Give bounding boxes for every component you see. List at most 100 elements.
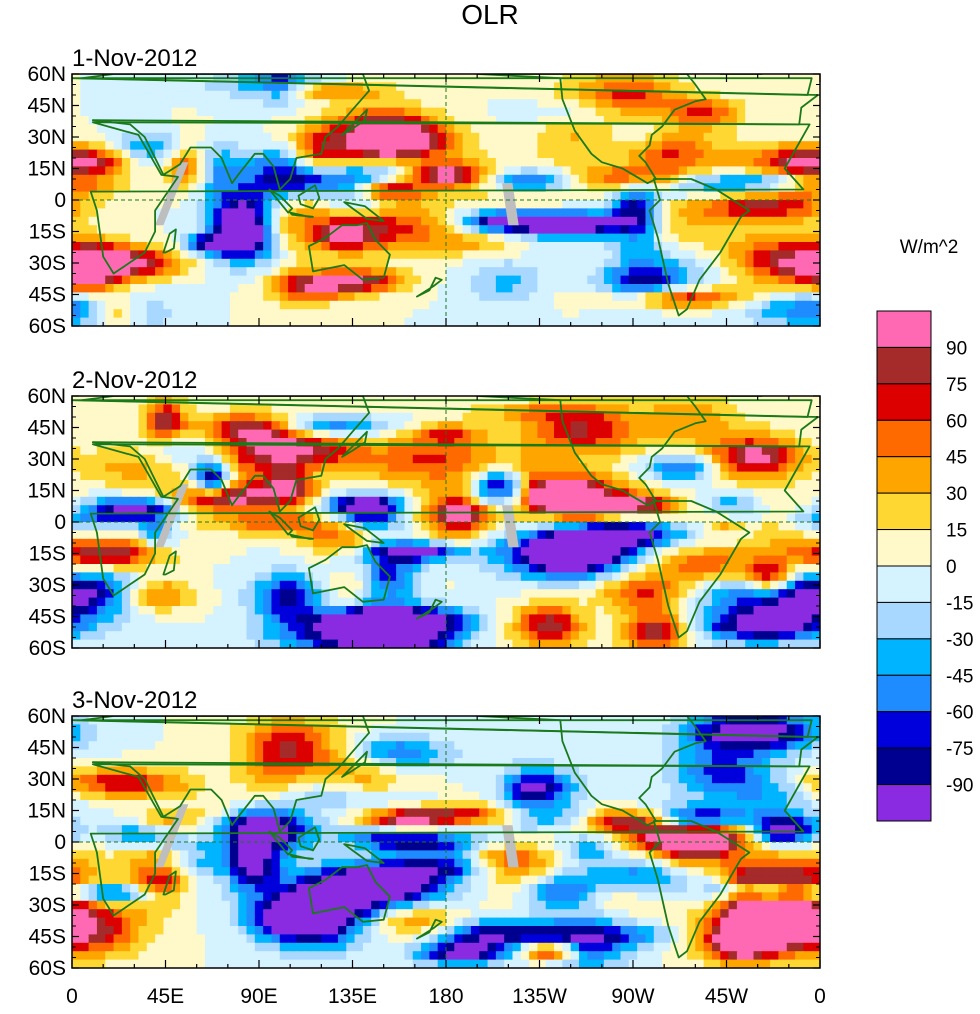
olr-cell (736, 471, 746, 481)
olr-cell (454, 580, 464, 590)
olr-cell (587, 191, 597, 201)
olr-cell (313, 513, 322, 523)
olr-cell (263, 99, 273, 109)
olr-cell (520, 275, 530, 285)
olr-cell (612, 412, 622, 422)
olr-cell (304, 250, 314, 260)
olr-cell (653, 82, 663, 92)
olr-cell (745, 421, 755, 431)
olr-cell (811, 166, 820, 176)
olr-cell (80, 589, 90, 599)
olr-cell (720, 412, 730, 422)
olr-cell (578, 174, 588, 184)
olr-cell (570, 242, 580, 251)
olr-cell (479, 454, 489, 464)
olr-cell (254, 480, 264, 489)
olr-cell (545, 174, 555, 184)
olr-cell (155, 90, 165, 100)
olr-cell (313, 141, 322, 151)
olr-cell (421, 216, 430, 226)
olr-cell (529, 488, 539, 498)
olr-cell (296, 513, 306, 523)
olr-cell (96, 183, 106, 193)
olr-cell (138, 513, 148, 523)
olr-cell (421, 267, 430, 277)
olr-cell (628, 183, 638, 193)
olr-cell (786, 522, 796, 531)
olr-cell (421, 158, 430, 167)
olr-cell (412, 522, 422, 531)
olr-cell (221, 547, 231, 557)
olr-cell (229, 158, 239, 167)
olr-cell (653, 530, 663, 540)
olr-cell (213, 513, 223, 523)
olr-cell (537, 208, 547, 218)
olr-cell (196, 522, 206, 531)
olr-cell (437, 429, 447, 439)
olr-cell (288, 275, 297, 285)
olr-cell (229, 555, 239, 565)
olr-cell (778, 421, 788, 431)
olr-cell (396, 538, 406, 548)
olr-cell (795, 404, 804, 414)
olr-cell (795, 200, 804, 209)
olr-cell (562, 589, 572, 599)
olr-cell (520, 513, 530, 523)
olr-cell (105, 258, 115, 268)
olr-cell (628, 446, 638, 456)
olr-cell (80, 116, 90, 125)
olr-cell (811, 292, 820, 302)
olr-cell (304, 99, 314, 109)
olr-cell (204, 547, 214, 557)
olr-cell (379, 589, 389, 599)
olr-cell (105, 530, 115, 540)
olr-cell (80, 267, 90, 277)
olr-cell (362, 438, 372, 447)
olr-cell (720, 438, 730, 447)
olr-cell (653, 183, 663, 193)
olr-cell (121, 107, 131, 117)
olr-cell (470, 292, 480, 302)
olr-cell (554, 158, 563, 167)
olr-cell (337, 317, 347, 326)
olr-cell (637, 309, 647, 319)
olr-cell (570, 174, 580, 184)
olr-cell (487, 267, 497, 277)
olr-cell (770, 124, 780, 134)
olr-cell (246, 317, 256, 326)
olr-cell (612, 116, 622, 125)
olr-cell (703, 149, 713, 159)
olr-cell (462, 317, 472, 326)
olr-cell (603, 547, 613, 557)
olr-cell (520, 225, 530, 235)
olr-cell (512, 505, 522, 515)
olr-cell (88, 454, 98, 464)
olr-cell (437, 317, 447, 326)
olr-cell (470, 505, 480, 515)
olr-cell (146, 480, 156, 489)
olr-cell (155, 454, 165, 464)
olr-cell (138, 404, 148, 414)
olr-cell (504, 258, 514, 268)
olr-cell (171, 166, 181, 176)
olr-cell (570, 446, 580, 456)
olr-cell (770, 141, 780, 151)
olr-cell (595, 233, 605, 243)
olr-cell (421, 132, 430, 142)
olr-cell (753, 555, 763, 565)
olr-cell (745, 564, 755, 573)
olr-cell (113, 488, 123, 498)
olr-cell (130, 488, 140, 498)
olr-cell (562, 454, 572, 464)
olr-cell (163, 183, 173, 193)
olr-cell (770, 429, 780, 439)
olr-cell (778, 174, 788, 184)
olr-cell (337, 250, 347, 260)
olr-cell (271, 522, 281, 531)
olr-cell (304, 208, 314, 218)
olr-cell (263, 82, 273, 92)
olr-cell (687, 166, 696, 176)
olr-cell (163, 454, 173, 464)
olr-cell (80, 421, 90, 431)
